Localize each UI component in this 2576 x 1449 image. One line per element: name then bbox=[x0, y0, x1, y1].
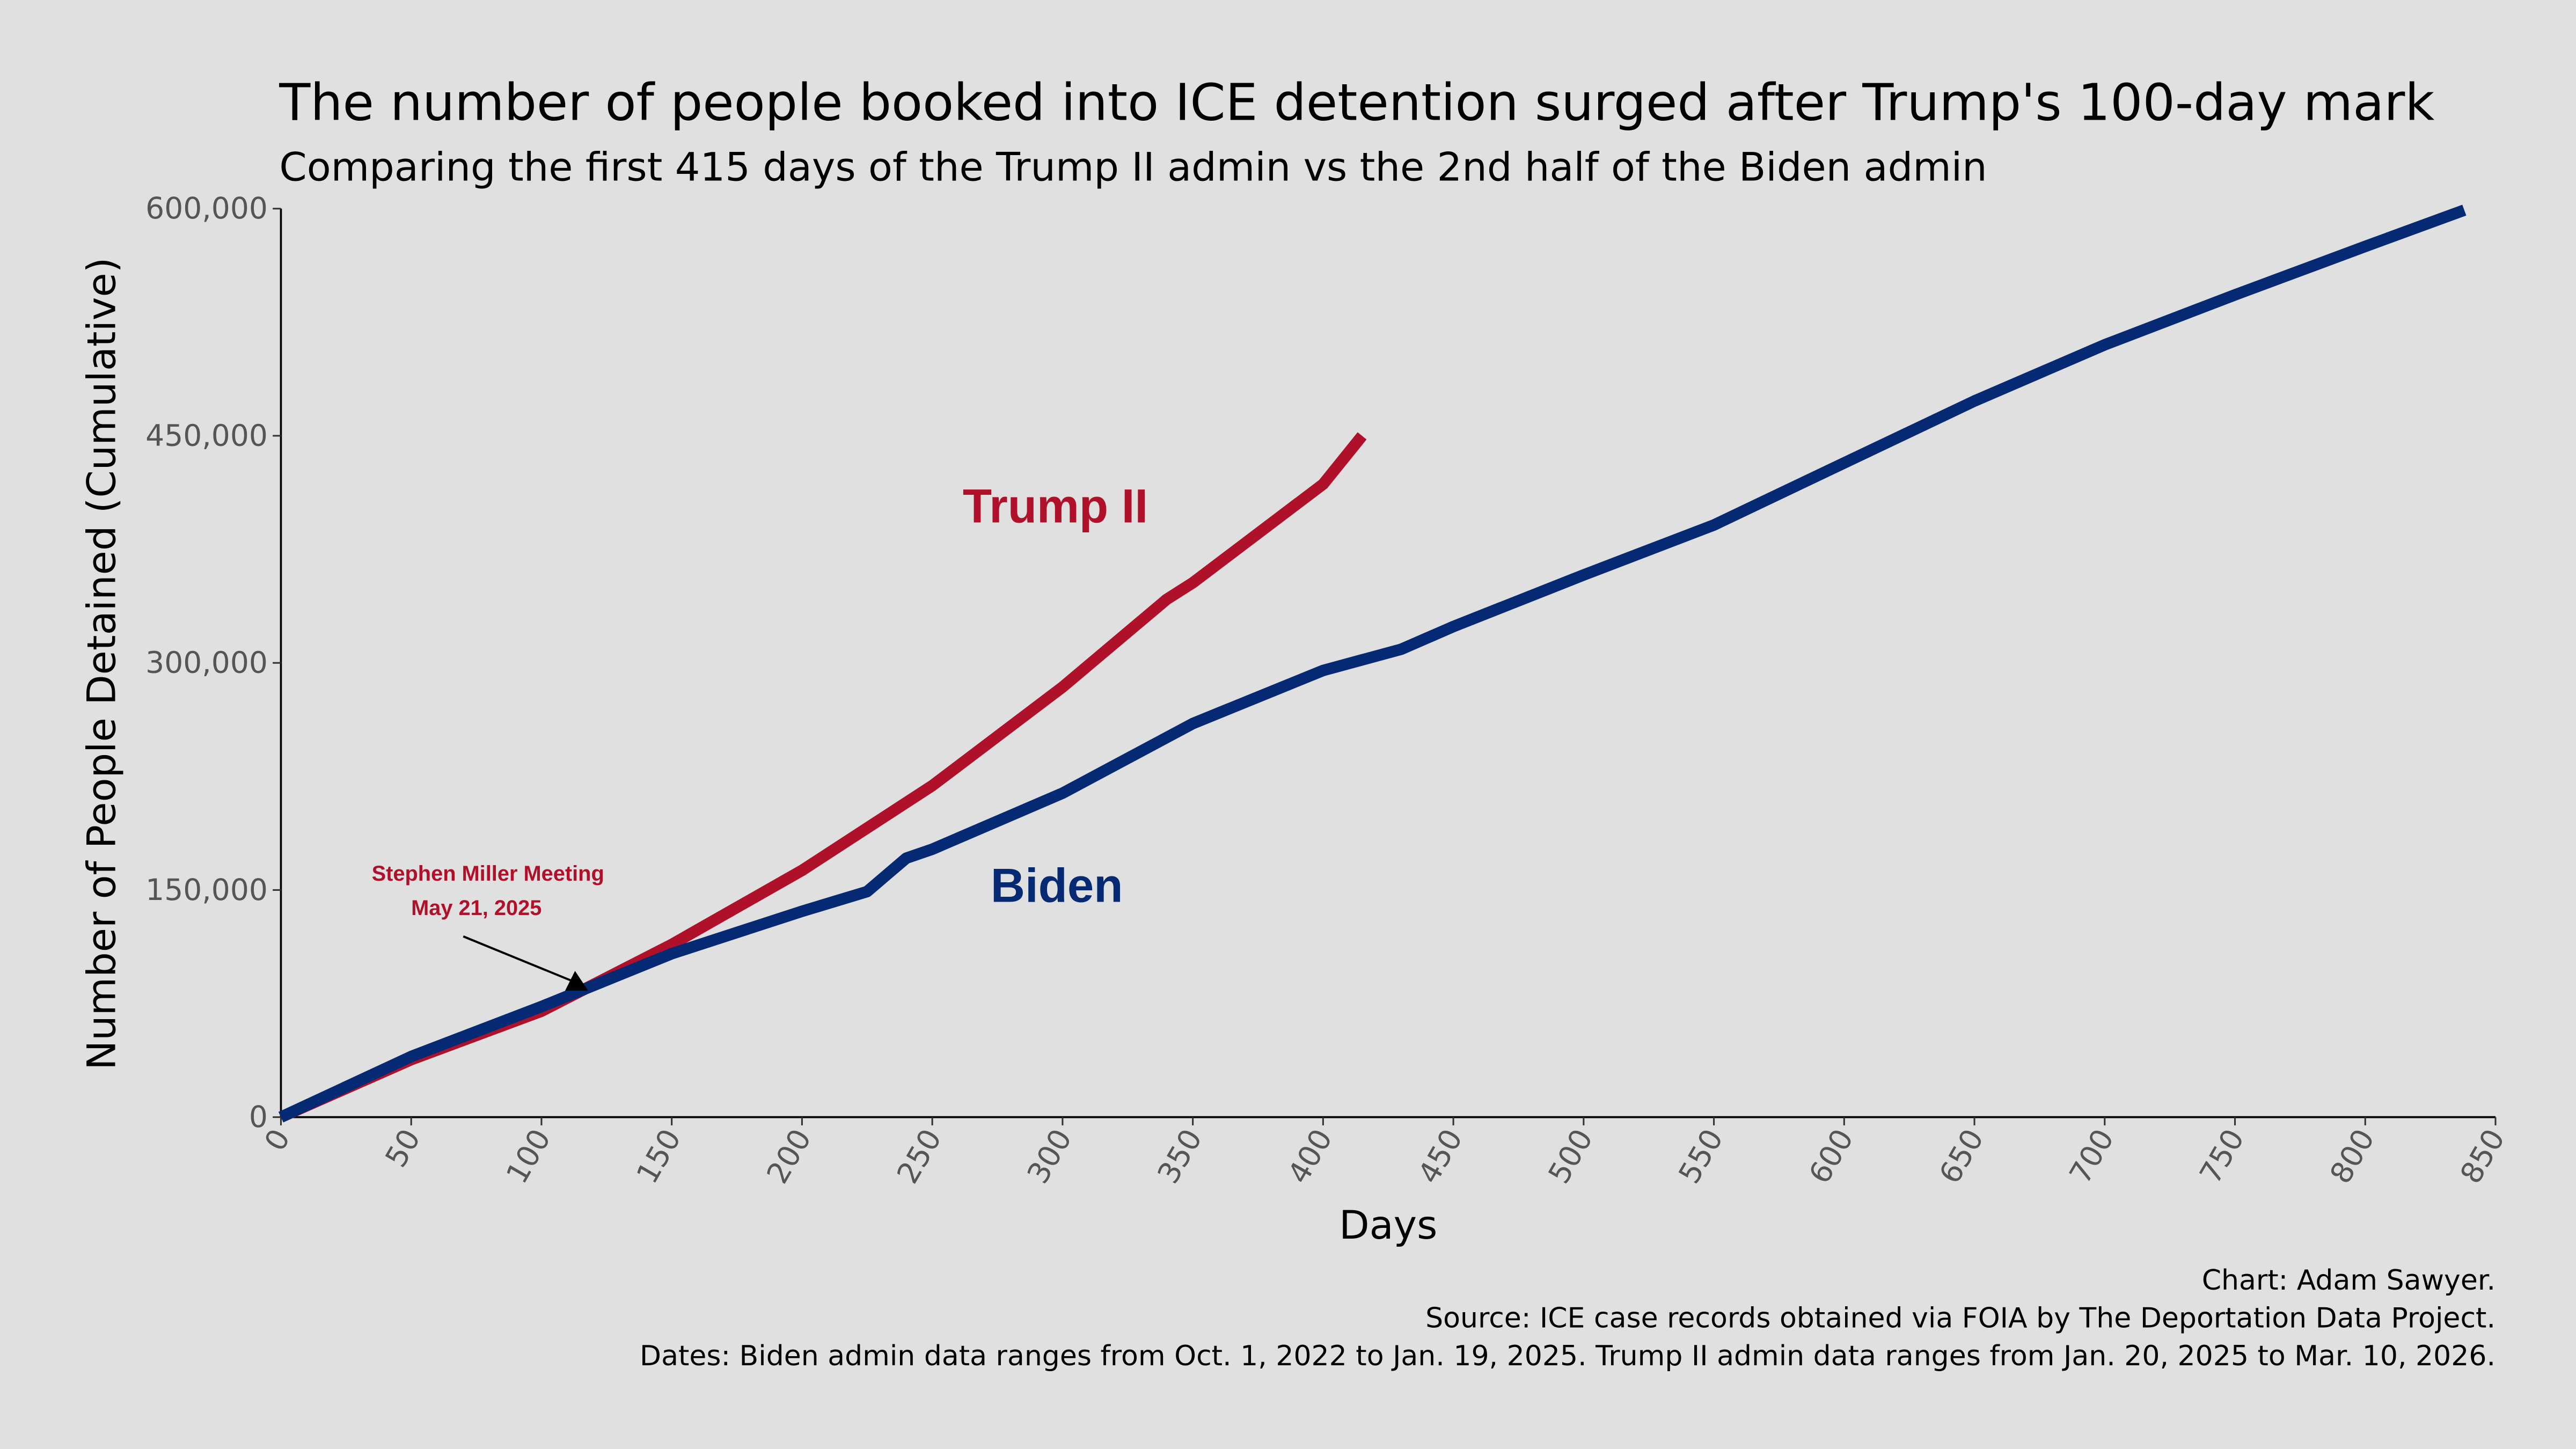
x-axis-label: Days bbox=[1339, 1203, 1437, 1248]
y-tick-label: 0 bbox=[249, 1100, 268, 1134]
x-tick-label: 600 bbox=[1802, 1123, 1860, 1189]
x-tick-label: 450 bbox=[1411, 1123, 1469, 1189]
annotation-arrow bbox=[463, 935, 588, 991]
y-axis-label: Number of People Detained (Cumulative) bbox=[79, 258, 125, 1070]
x-tick-label: 150 bbox=[630, 1123, 687, 1189]
x-tick-label: 200 bbox=[760, 1123, 818, 1189]
x-tick-label: 750 bbox=[2193, 1123, 2251, 1189]
x-tick-label: 800 bbox=[2323, 1123, 2381, 1189]
x-tick-label: 300 bbox=[1021, 1123, 1079, 1189]
annotation-line1: Stephen Miller Meeting bbox=[372, 862, 604, 885]
x-tick-label: 850 bbox=[2454, 1123, 2512, 1189]
chart-title: The number of people booked into ICE det… bbox=[279, 73, 2434, 132]
y-tick-label: 450,000 bbox=[145, 418, 268, 452]
series-lines bbox=[278, 204, 2467, 1123]
y-tick-label: 300,000 bbox=[145, 646, 268, 680]
axes: 0 150,000 300,000 450,000 600,000 0 50 100 150 20… bbox=[145, 191, 2511, 1189]
y-tick-label: 600,000 bbox=[145, 191, 268, 225]
caption-dates: Dates: Biden admin data ranges from Oct.… bbox=[640, 1340, 2496, 1372]
x-tick-label: 550 bbox=[1672, 1123, 1730, 1189]
x-tick-label: 400 bbox=[1281, 1123, 1339, 1189]
x-tick-label: 700 bbox=[2062, 1123, 2120, 1189]
series-line-biden bbox=[278, 204, 2467, 1123]
caption-source: Source: ICE case records obtained via FO… bbox=[1425, 1302, 2496, 1334]
x-tick-label: 100 bbox=[500, 1123, 558, 1189]
x-tick-label: 0 bbox=[258, 1123, 297, 1157]
caption-author: Chart: Adam Sawyer. bbox=[2202, 1264, 2496, 1297]
series-label-trump: Trump II bbox=[963, 479, 1148, 532]
x-tick-label: 500 bbox=[1541, 1123, 1599, 1189]
x-tick-label: 250 bbox=[890, 1123, 948, 1189]
y-tick-label: 150,000 bbox=[145, 873, 268, 907]
x-tick-label: 650 bbox=[1933, 1123, 1990, 1189]
annotation-line2: May 21, 2025 bbox=[411, 896, 541, 920]
series-line-trump-ii bbox=[279, 432, 1367, 1123]
x-tick-label: 50 bbox=[378, 1123, 427, 1173]
series-label-biden: Biden bbox=[991, 859, 1123, 912]
chart-subtitle: Comparing the first 415 days of the Trum… bbox=[279, 145, 1987, 191]
x-tick-label: 350 bbox=[1151, 1123, 1209, 1189]
